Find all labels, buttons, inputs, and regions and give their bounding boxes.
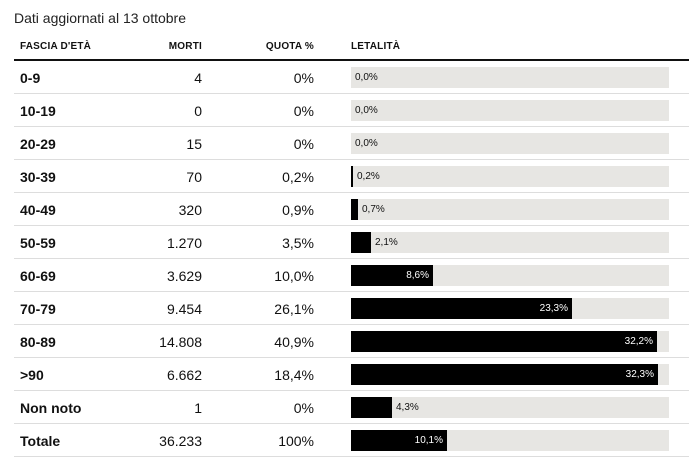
share-cell: 3,5% — [282, 235, 314, 251]
share-cell: 0% — [293, 400, 314, 416]
lethality-label: 0,0% — [355, 138, 378, 149]
age-cell: 20-29 — [20, 136, 56, 152]
lethality-label: 23,3% — [539, 303, 568, 314]
deaths-cell: 14.808 — [159, 334, 202, 350]
table-row: Non noto 1 0% 4,3% — [14, 391, 689, 424]
age-cell: 30-39 — [20, 169, 56, 185]
header-deaths: MORTI — [168, 41, 202, 52]
age-cell: 50-59 — [20, 235, 56, 251]
lethality-bar-track: 0,7% — [351, 199, 669, 220]
share-cell: 10,0% — [274, 268, 314, 284]
lethality-bar-track: 2,1% — [351, 232, 669, 253]
lethality-label: 32,2% — [624, 336, 653, 347]
table-row: 60-69 3.629 10,0% 8,6% — [14, 259, 689, 292]
deaths-cell: 6.662 — [166, 367, 202, 383]
lethality-label: 0,0% — [355, 105, 378, 116]
lethality-bar-track: 4,3% — [351, 397, 669, 418]
lethality-bar — [351, 265, 433, 286]
lethality-bar — [351, 331, 657, 352]
lethality-bar-track: 0,0% — [351, 100, 669, 121]
lethality-bar — [351, 430, 447, 451]
deaths-cell: 70 — [186, 169, 202, 185]
table-row: 30-39 70 0,2% 0,2% — [14, 160, 689, 193]
share-cell: 0% — [293, 136, 314, 152]
lethality-label: 2,1% — [375, 237, 398, 248]
age-cell: 80-89 — [20, 334, 56, 350]
lethality-bar-track: 10,1% — [351, 430, 669, 451]
age-cell: 70-79 — [20, 301, 56, 317]
lethality-bar-track: 0,2% — [351, 166, 669, 187]
table-row: 0-9 4 0% 0,0% — [14, 61, 689, 94]
table-row: 70-79 9.454 26,1% 23,3% — [14, 292, 689, 325]
age-cell: 10-19 — [20, 103, 56, 119]
share-cell: 0,9% — [282, 202, 314, 218]
age-cell: 0-9 — [20, 70, 41, 86]
share-cell: 0% — [293, 103, 314, 119]
lethality-label: 32,3% — [625, 369, 654, 380]
share-cell: 40,9% — [274, 334, 314, 350]
lethality-bar — [351, 364, 658, 385]
lethality-bar — [351, 397, 392, 418]
lethality-bar-track: 32,3% — [351, 364, 669, 385]
header-lethality: LETALITÀ — [351, 41, 401, 52]
table-row: 50-59 1.270 3,5% 2,1% — [14, 226, 689, 259]
lethality-bar-track: 23,3% — [351, 298, 669, 319]
deaths-cell: 15 — [186, 136, 202, 152]
deaths-cell: 0 — [194, 103, 202, 119]
lethality-bar — [351, 166, 353, 187]
deaths-cell: 36.233 — [159, 433, 202, 449]
share-cell: 100% — [278, 433, 314, 449]
lethality-bar — [351, 232, 371, 253]
share-cell: 18,4% — [274, 367, 314, 383]
deaths-cell: 1.270 — [166, 235, 202, 251]
table-row: 80-89 14.808 40,9% 32,2% — [14, 325, 689, 358]
lethality-label: 8,6% — [406, 270, 429, 281]
lethality-bar — [351, 199, 358, 220]
lethality-label: 0,0% — [355, 72, 378, 83]
share-cell: 0% — [293, 70, 314, 86]
age-cell: 60-69 — [20, 268, 56, 284]
age-cell: Non noto — [20, 400, 82, 416]
deaths-cell: 4 — [194, 70, 202, 86]
lethality-bar-track: 0,0% — [351, 67, 669, 88]
table-header: FASCIA D'ETÀ MORTI QUOTA % LETALITÀ — [14, 37, 689, 61]
lethality-label: 4,3% — [396, 402, 419, 413]
lethality-label: 0,2% — [357, 171, 380, 182]
table-row: 20-29 15 0% 0,0% — [14, 127, 689, 160]
deaths-cell: 1 — [194, 400, 202, 416]
age-cell: 40-49 — [20, 202, 56, 218]
deaths-cell: 320 — [178, 202, 202, 218]
table-row: Totale 36.233 100% 10,1% — [14, 424, 689, 457]
share-cell: 0,2% — [282, 169, 314, 185]
chart-subtitle: Dati aggiornati al 13 ottobre — [14, 10, 186, 26]
share-cell: 26,1% — [274, 301, 314, 317]
lethality-bar — [351, 298, 572, 319]
deaths-cell: 3.629 — [166, 268, 202, 284]
table-row: 10-19 0 0% 0,0% — [14, 94, 689, 127]
table-row: >90 6.662 18,4% 32,3% — [14, 358, 689, 391]
lethality-label: 10,1% — [414, 435, 443, 446]
table-row: 40-49 320 0,9% 0,7% — [14, 193, 689, 226]
deaths-cell: 9.454 — [166, 301, 202, 317]
header-age: FASCIA D'ETÀ — [20, 41, 92, 52]
lethality-bar-track: 8,6% — [351, 265, 669, 286]
header-share: QUOTA % — [265, 41, 314, 52]
lethality-bar-track: 32,2% — [351, 331, 669, 352]
age-cell: >90 — [20, 367, 44, 383]
lethality-label: 0,7% — [362, 204, 385, 215]
table-body: 0-9 4 0% 0,0% 10-19 0 0% 0,0% 20-29 15 0% 0,0% 30-39… — [14, 61, 689, 457]
age-cell: Totale — [20, 433, 61, 449]
lethality-bar-track: 0,0% — [351, 133, 669, 154]
